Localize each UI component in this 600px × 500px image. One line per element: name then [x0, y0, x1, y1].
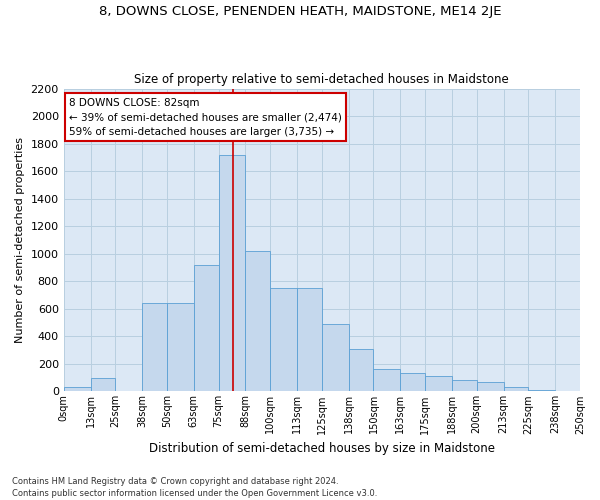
Bar: [91, 378, 115, 392]
Text: Contains HM Land Registry data © Crown copyright and database right 2024.
Contai: Contains HM Land Registry data © Crown c…: [12, 476, 377, 498]
Bar: [477, 382, 503, 392]
X-axis label: Distribution of semi-detached houses by size in Maidstone: Distribution of semi-detached houses by …: [149, 442, 495, 455]
Bar: [142, 304, 167, 392]
Bar: [400, 373, 425, 392]
Y-axis label: Number of semi-detached properties: Number of semi-detached properties: [15, 137, 25, 343]
Bar: [167, 304, 194, 392]
Text: 8, DOWNS CLOSE, PENENDEN HEATH, MAIDSTONE, ME14 2JE: 8, DOWNS CLOSE, PENENDEN HEATH, MAIDSTON…: [99, 5, 501, 18]
Bar: [503, 386, 529, 392]
Bar: [64, 388, 91, 392]
Bar: [194, 264, 218, 392]
Bar: [425, 376, 452, 392]
Bar: [555, 390, 580, 392]
Bar: [322, 324, 349, 392]
Bar: [245, 251, 270, 392]
Bar: [452, 380, 477, 392]
Bar: [349, 348, 373, 392]
Bar: [297, 288, 322, 392]
Bar: [218, 154, 245, 392]
Title: Size of property relative to semi-detached houses in Maidstone: Size of property relative to semi-detach…: [134, 73, 509, 86]
Bar: [373, 370, 400, 392]
Text: 8 DOWNS CLOSE: 82sqm
← 39% of semi-detached houses are smaller (2,474)
59% of se: 8 DOWNS CLOSE: 82sqm ← 39% of semi-detac…: [69, 98, 342, 137]
Bar: [270, 288, 297, 392]
Bar: [529, 390, 555, 392]
